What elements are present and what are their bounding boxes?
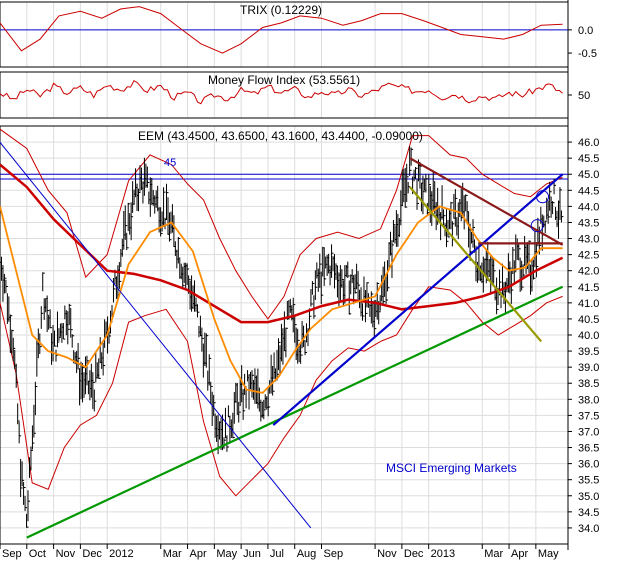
price-tick-label: 44.0 (578, 201, 599, 213)
price-tick-label: 45.5 (578, 153, 599, 165)
x-tick-label: Nov (377, 548, 397, 560)
price-tick-label: 38.0 (578, 394, 599, 406)
price-tick-label: 46.0 (578, 137, 599, 149)
price-tick-label: 40.0 (578, 330, 599, 342)
level-annotation: 45 (164, 157, 176, 169)
mfi-tick-label: 50 (578, 90, 590, 102)
trendline-long-term-support (26, 285, 564, 539)
bollinger-bands (0, 128, 563, 497)
x-tick-label: Jul (270, 548, 284, 560)
x-tick-label: Mar (163, 548, 182, 560)
x-tick-label: Sep (2, 548, 22, 560)
trendlines (0, 141, 564, 539)
price-tick-label: 41.0 (578, 298, 599, 310)
moving-averages (0, 163, 564, 394)
axis-labels: 0.0 -0.5 50 46.0 45.5 45.0 44.5 44.0 43.5 43.0 42.… (0, 25, 599, 560)
x-tick-label: May (216, 548, 237, 560)
x-tick-label: Oct (29, 548, 46, 560)
price-tick-label: 34.0 (578, 523, 599, 535)
indicator-lines (0, 6, 563, 105)
x-tick-label: May (538, 548, 559, 560)
trix-tick-label: 0.0 (578, 25, 593, 37)
price-tick-label: 34.5 (578, 507, 599, 519)
long-moving-average (0, 163, 564, 324)
highlight-circle (536, 190, 550, 204)
money-flow-line (0, 80, 563, 105)
x-tick-label: Nov (56, 548, 76, 560)
price-tick-label: 35.5 (578, 475, 599, 487)
trendline-old-downtrend (0, 141, 312, 529)
bollinger-upper (0, 128, 563, 320)
x-tick-label: Jun (243, 548, 261, 560)
x-tick-label: Mar (484, 548, 503, 560)
trix-tick-label: -0.5 (578, 48, 597, 60)
x-tick-label: Apr (190, 548, 207, 560)
price-bars (0, 146, 564, 528)
trendline-descending-channel-top (409, 157, 564, 246)
price-tick-label: 44.5 (578, 185, 599, 197)
mfi-title: Money Flow Index (53.5561) (208, 73, 360, 87)
trendline-descending-channel-bottom (409, 186, 543, 343)
price-tick-label: 38.5 (578, 378, 599, 390)
price-tick-label: 39.0 (578, 362, 599, 374)
x-tick-label: Dec (82, 548, 102, 560)
highlight-circle (530, 219, 544, 233)
price-title: EEM (43.4500, 43.6500, 43.1600, 43.4400,… (138, 129, 423, 143)
price-tick-label: 35.0 (578, 491, 599, 503)
bollinger-lower (0, 286, 563, 497)
x-tick-label: Apr (511, 548, 528, 560)
trix-title: TRIX (0.12229) (240, 3, 322, 17)
short-moving-average (0, 205, 563, 394)
x-tick-label: Dec (404, 548, 424, 560)
price-tick-label: 36.5 (578, 443, 599, 455)
price-tick-label: 42.5 (578, 250, 599, 262)
x-tick-label: 2013 (431, 548, 455, 560)
price-tick-label: 37.5 (578, 410, 599, 422)
price-tick-label: 37.0 (578, 426, 599, 438)
trendline-mid-term-support (272, 173, 564, 426)
x-tick-label: 2012 (109, 548, 133, 560)
price-tick-label: 41.5 (578, 282, 599, 294)
trix-line (0, 6, 563, 54)
price-tick-label: 39.5 (578, 346, 599, 358)
x-tick-label: Sep (324, 548, 344, 560)
series-annotation: MSCI Emerging Markets (386, 461, 517, 475)
price-tick-label: 36.0 (578, 459, 599, 471)
price-tick-label: 43.5 (578, 217, 599, 229)
price-tick-label: 40.5 (578, 314, 599, 326)
price-tick-label: 42.0 (578, 266, 599, 278)
price-tick-label: 43.0 (578, 234, 599, 246)
price-tick-label: 45.0 (578, 169, 599, 181)
x-tick-label: Aug (297, 548, 317, 560)
